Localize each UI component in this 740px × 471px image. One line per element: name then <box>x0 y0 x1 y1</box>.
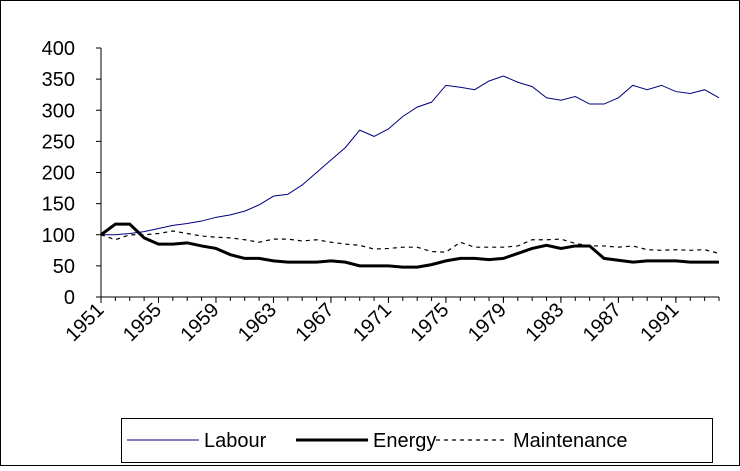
y-tick-label: 400 <box>42 38 75 60</box>
y-tick-label: 250 <box>42 131 75 153</box>
series-line <box>100 230 720 255</box>
y-tick-label: 350 <box>42 69 75 91</box>
series-line <box>101 75 720 236</box>
legend-label: Energy <box>373 430 436 452</box>
y-tick-label: 150 <box>42 194 75 216</box>
y-tick-label: 300 <box>42 100 75 122</box>
legend-label: Labour <box>204 430 267 452</box>
legend-label: Maintenance <box>513 430 628 452</box>
y-tick-label: 200 <box>42 163 75 185</box>
legend-box <box>121 418 713 463</box>
y-tick-label: 100 <box>42 225 75 247</box>
y-tick-label: 0 <box>64 287 75 309</box>
series-line <box>100 222 719 269</box>
y-tick-label: 50 <box>53 256 75 278</box>
